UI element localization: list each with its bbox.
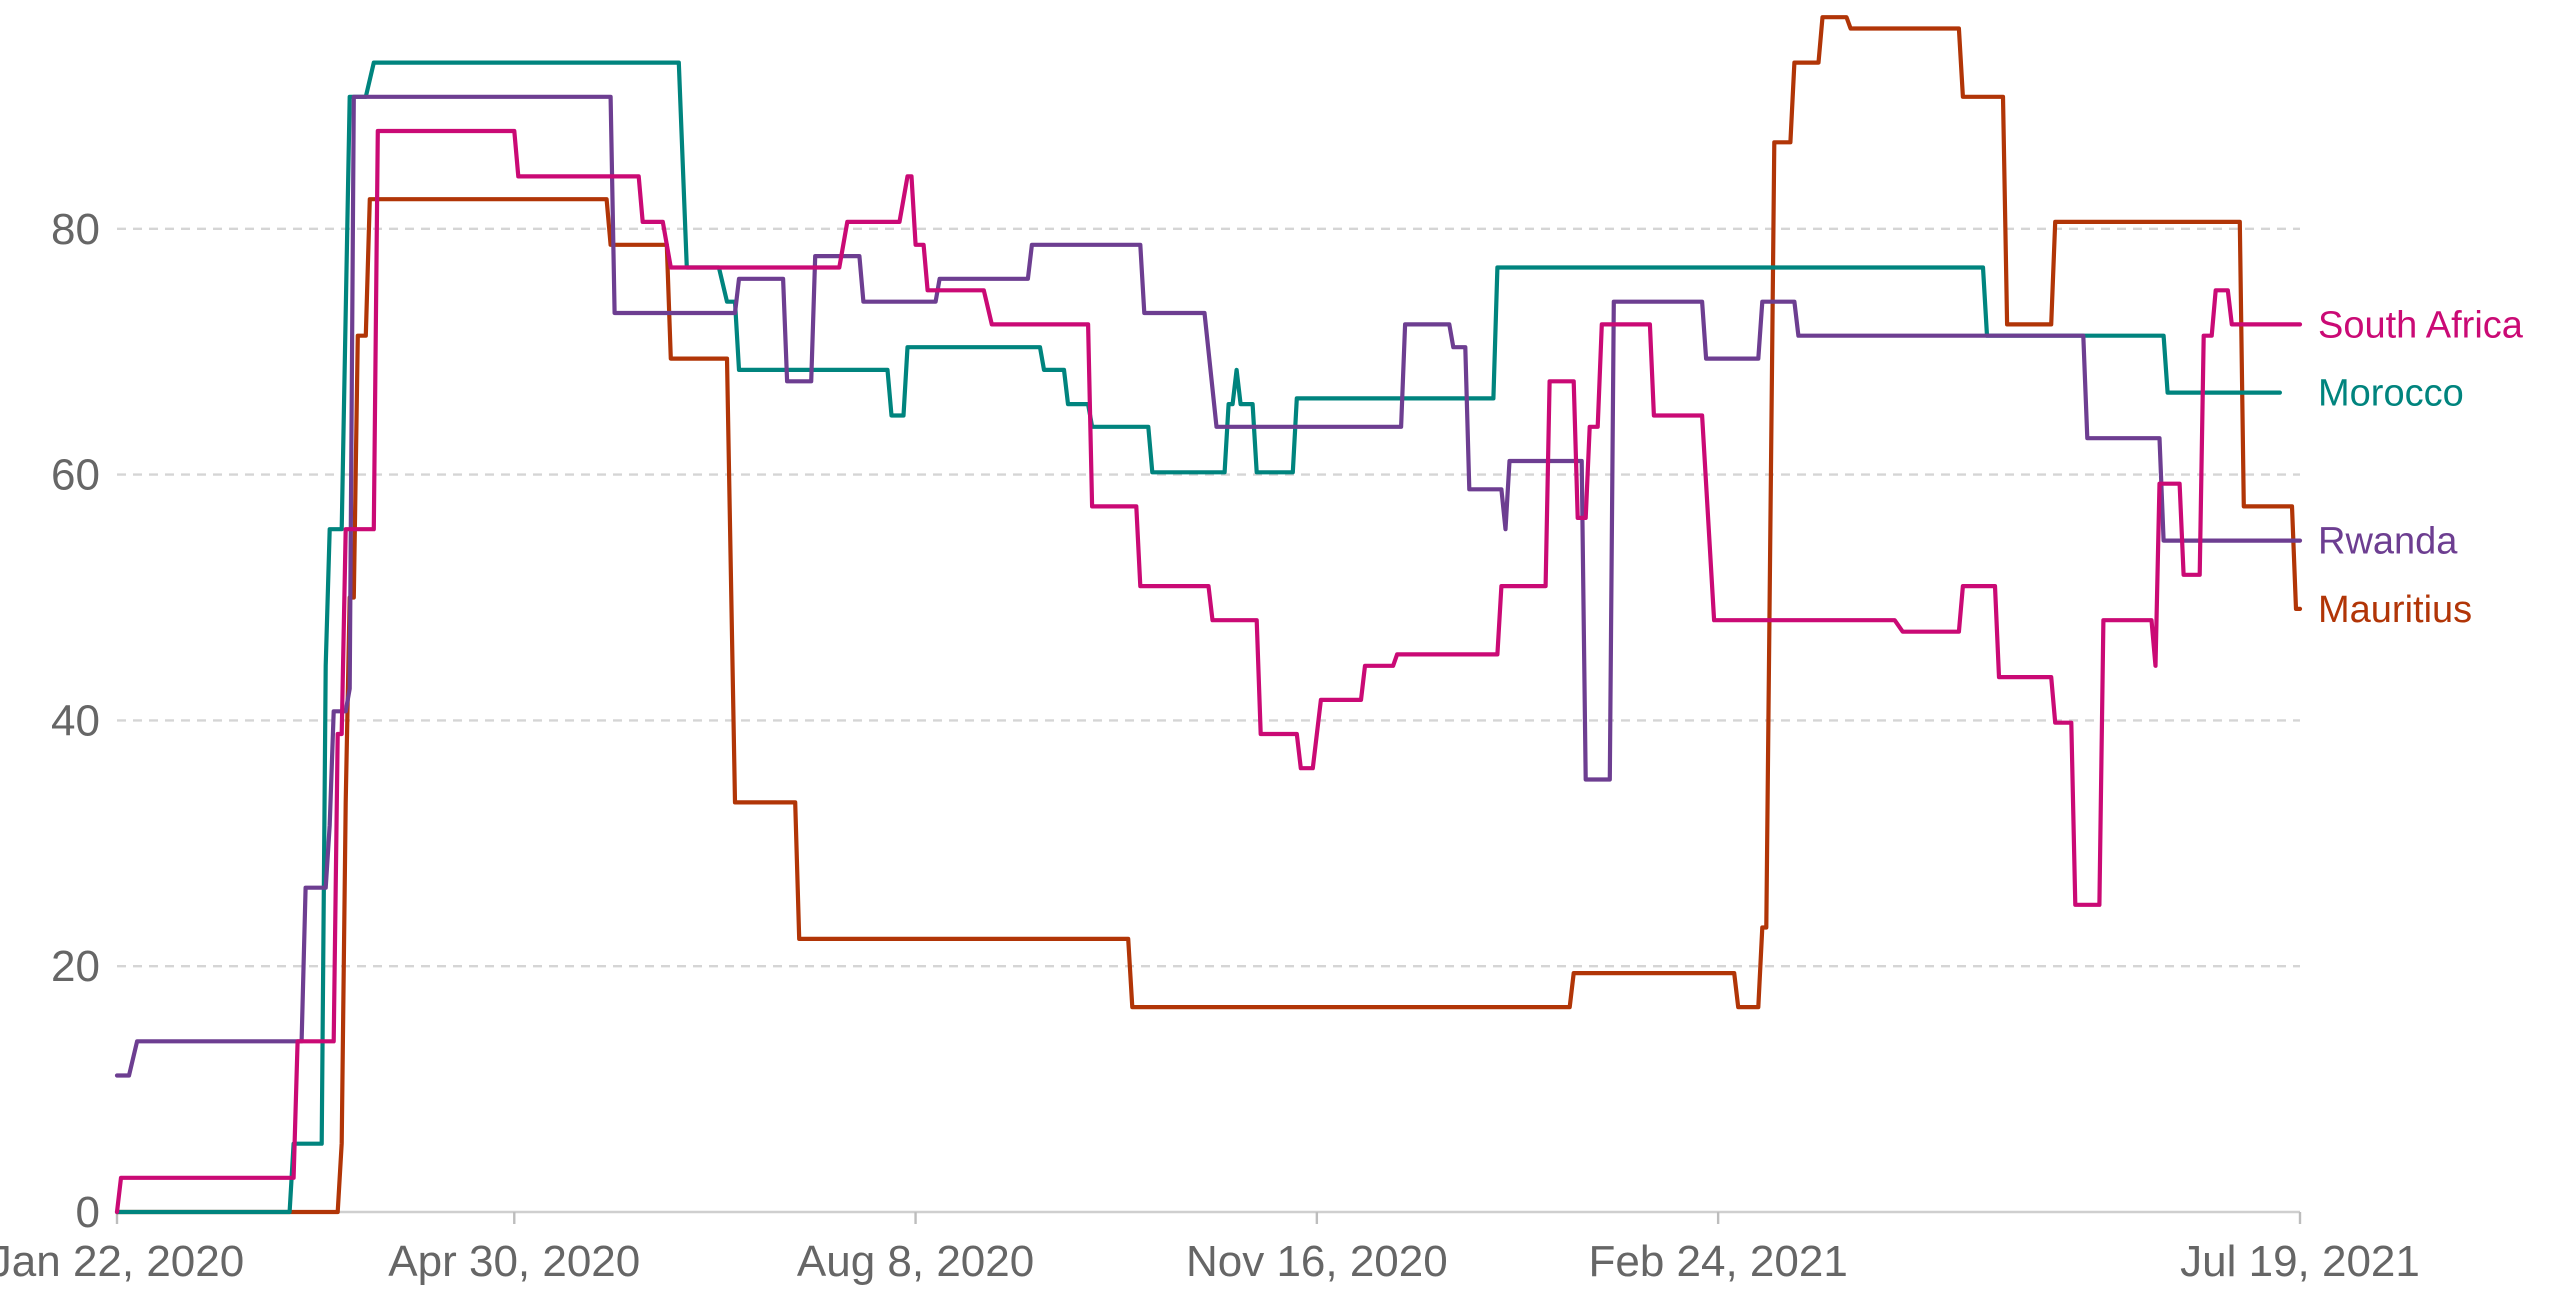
series-label-south-africa: South Africa	[2318, 304, 2524, 346]
x-tick-label: Nov 16, 2020	[1186, 1237, 1448, 1286]
series-label-rwanda: Rwanda	[2318, 521, 2458, 563]
series-lines	[114, 15, 2303, 1215]
series-line-morocco	[114, 60, 2282, 1215]
series-label-morocco: Morocco	[2318, 373, 2464, 415]
series-line-mauritius	[114, 15, 2303, 1215]
y-tick-label: 20	[51, 942, 100, 991]
x-axis-tick-labels: Jan 22, 2020 Apr 30, 2020 Aug 8, 2020 Nov 1…	[0, 1237, 2420, 1286]
y-axis-tick-labels: 0 20 40 60 80	[51, 205, 100, 1237]
x-tick-label: Feb 24, 2021	[1588, 1237, 1847, 1286]
series-label-mauritius: Mauritius	[2318, 589, 2472, 631]
x-tick-label: Jul 19, 2021	[2180, 1237, 2420, 1286]
series-line-rwanda	[114, 94, 2303, 1078]
x-tick-label: Apr 30, 2020	[388, 1237, 640, 1286]
x-tick-label: Jan 22, 2020	[0, 1237, 244, 1286]
series-labels: South Africa Morocco Rwanda Mauritius	[2318, 304, 2524, 631]
y-tick-label: 0	[76, 1188, 100, 1237]
x-tick-label: Aug 8, 2020	[797, 1237, 1034, 1286]
gridlines	[117, 227, 2300, 968]
y-tick-label: 80	[51, 205, 100, 254]
series-line-south-africa	[114, 128, 2303, 1215]
y-tick-label: 40	[51, 696, 100, 745]
y-tick-label: 60	[51, 451, 100, 500]
x-axis	[115, 1210, 2302, 1224]
